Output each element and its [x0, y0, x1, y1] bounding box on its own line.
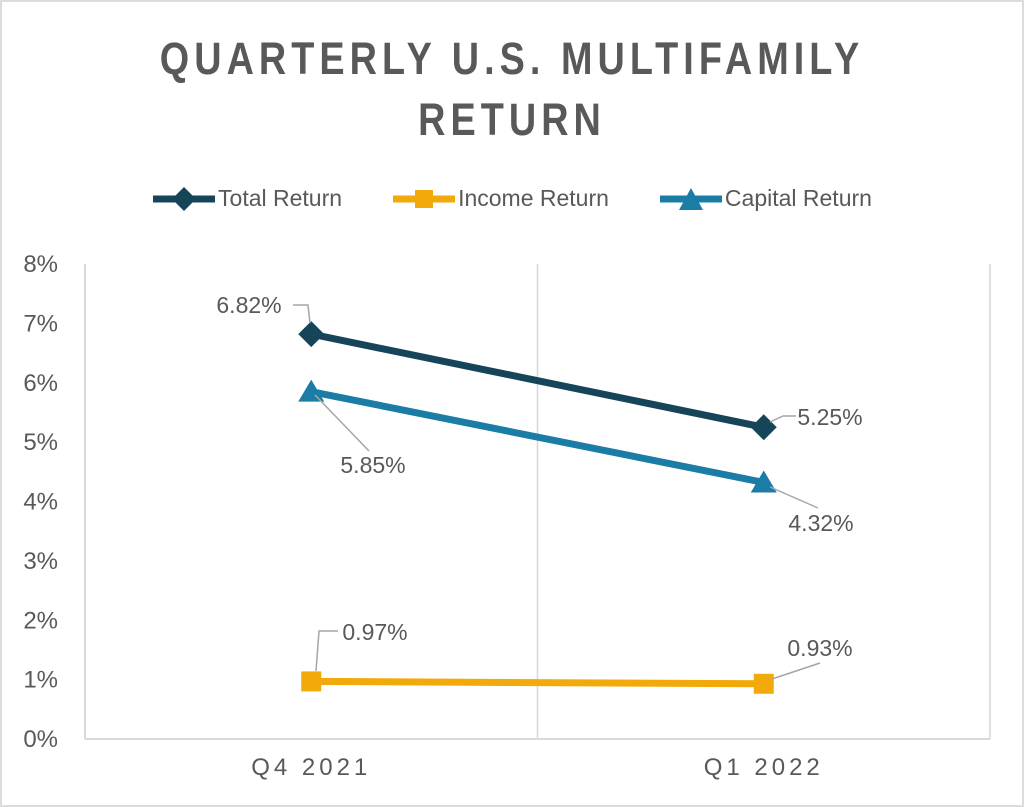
total-return-diamond-marker-icon [750, 414, 777, 441]
y-tick-label: 2% [23, 607, 58, 634]
total-return-label-leader-line [769, 415, 796, 423]
legend-label-capital-return: Capital Return [724, 185, 872, 211]
y-tick-label: 7% [23, 310, 58, 337]
y-tick-label: 5% [23, 429, 58, 456]
legend: Total Return Income Return Capital Retur… [2, 185, 1022, 212]
capital-return-legend-swatch [659, 187, 722, 210]
income-return-square-marker-icon [301, 671, 322, 692]
total-return-diamond-marker-icon [298, 321, 325, 348]
total-return-line [310, 330, 765, 431]
chart-title: QUARTERLY U.S. MULTIFAMILY RETURN [84, 28, 941, 150]
total-return-data-label: 5.25% [797, 404, 862, 430]
income-return-legend-swatch [393, 189, 456, 208]
y-tick-label: 6% [23, 370, 58, 397]
triangle-icon [678, 187, 703, 210]
diamond-icon [172, 186, 197, 211]
y-tick-label: 1% [23, 667, 58, 694]
legend-label-total-return: Total Return [218, 185, 343, 211]
total-return-label-leader-line [293, 304, 311, 324]
legend-label-income-return: Income Return [458, 185, 609, 211]
capital-return-data-label: 4.32% [788, 510, 853, 536]
capital-return-line [310, 388, 765, 486]
capital-return-triangle-marker-icon [298, 379, 325, 402]
y-tick-label: 4% [23, 489, 58, 516]
x-tick-label: Q1 2022 [704, 754, 824, 781]
income-return-label-leader-line [315, 630, 338, 672]
chart-title-line2: RETURN [418, 94, 606, 145]
y-tick-label: 8% [23, 251, 58, 278]
capital-return-data-label: 5.85% [340, 452, 405, 478]
legend-item-income-return: Income Return [392, 185, 609, 212]
income-return-line [311, 677, 764, 688]
x-tick-label: Q4 2021 [251, 754, 371, 781]
y-tick-label: 0% [23, 726, 58, 753]
total-return-data-label: 6.82% [216, 292, 281, 318]
capital-return-label-leader-line [769, 486, 819, 509]
square-icon [415, 189, 434, 208]
y-tick-label: 3% [23, 548, 58, 575]
chart-title-line1: QUARTERLY U.S. MULTIFAMILY [159, 33, 865, 84]
legend-item-capital-return: Capital Return [659, 185, 872, 212]
income-return-data-label: 0.97% [342, 619, 407, 645]
legend-item-total-return: Total Return [152, 185, 342, 212]
income-return-data-label: 0.93% [787, 635, 852, 661]
income-return-label-leader-line [771, 662, 821, 680]
total-return-legend-swatch [153, 186, 216, 211]
capital-return-label-leader-line [314, 394, 370, 452]
income-return-square-marker-icon [753, 673, 774, 694]
